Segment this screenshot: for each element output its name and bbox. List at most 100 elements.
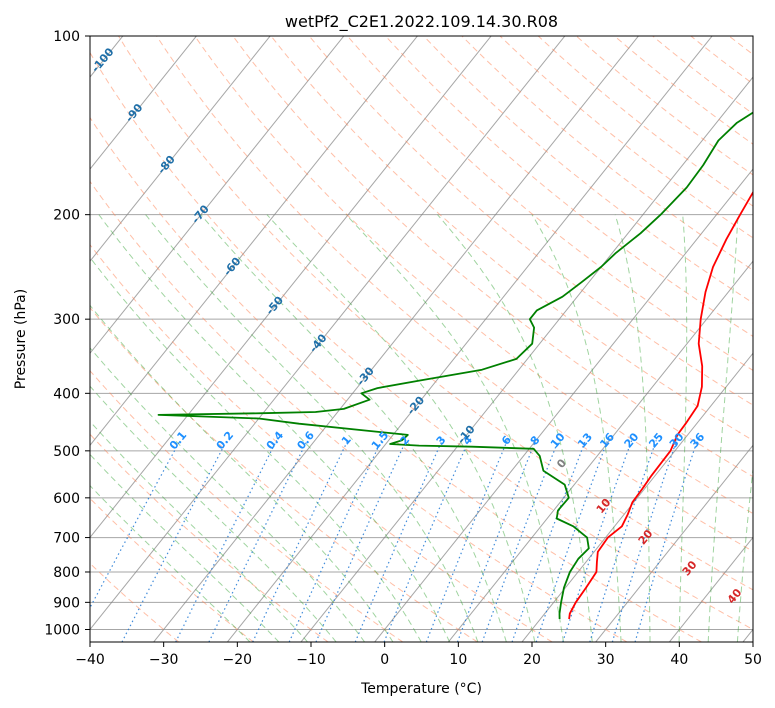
isotherm-line: [90, 36, 492, 539]
isotherm-line: [521, 352, 753, 642]
x-tick-label: 40: [670, 652, 688, 668]
x-tick-label: 10: [449, 652, 467, 668]
dry-adiabat-line: [750, 23, 775, 642]
isotherm-line: [226, 36, 713, 642]
x-tick-label: 50: [744, 652, 762, 668]
moist-adiabat-line: [736, 464, 753, 642]
mixing-ratio-label: 10: [548, 430, 568, 450]
dry-adiabat-line: [423, 36, 753, 304]
isotherm-line: [90, 36, 419, 447]
moist-adiabat-line: [98, 214, 451, 642]
dry-adiabat-line: [90, 433, 329, 642]
dry-adiabat-line: [90, 306, 478, 642]
background-lines: [0, 23, 775, 642]
y-axis-title: Pressure (hPa): [13, 289, 29, 389]
mixing-ratio-label: 30: [667, 430, 687, 450]
moist-adiabat-line: [678, 214, 688, 642]
y-tick-label: 200: [53, 208, 80, 224]
moist-adiabat-line: [200, 214, 507, 642]
isotherm-line: [300, 76, 753, 642]
mixing-ratio-line: [315, 440, 407, 642]
mixing-ratio-label: 0.4: [264, 429, 287, 453]
mixing-ratio-label: 36: [688, 430, 708, 450]
chart-title: wetPf2_C2E1.2022.109.14.30.R08: [285, 12, 558, 32]
x-tick-label: 30: [597, 652, 615, 668]
isotherm-line: [374, 168, 753, 642]
y-tick-label: 1000: [44, 623, 80, 639]
temperature-profile: [568, 190, 753, 620]
dry-adiabat-line: [690, 36, 753, 85]
moist-adiabat-line: [707, 214, 739, 642]
dry-adiabat-label: -50: [263, 294, 286, 318]
dry-adiabat-label: -30: [354, 364, 377, 388]
isotherm-line: [90, 36, 345, 355]
x-axis-title: Temperature (°C): [360, 681, 482, 697]
y-tick-label: 500: [53, 444, 80, 460]
dry-adiabat-line: [651, 36, 753, 115]
mixing-ratio-label: 1: [339, 433, 354, 447]
dry-adiabat-label: -20: [404, 394, 427, 418]
moist-adiabat-label: 20: [636, 527, 656, 547]
y-tick-label: 300: [53, 312, 80, 328]
y-tick-label: 700: [53, 531, 80, 547]
profile-lines: [157, 111, 753, 620]
y-tick-label: 400: [53, 386, 80, 402]
moist-adiabat-line: [90, 304, 394, 642]
plot-frame: [89, 35, 754, 643]
moist-adiabat-line: [90, 484, 251, 642]
mixing-ratio-line: [481, 440, 559, 642]
moist-adiabat-line: [90, 453, 280, 642]
mixing-ratio-line: [634, 440, 698, 642]
moist-adiabat-line: [531, 214, 622, 642]
mixing-ratio-label: 0.6: [295, 429, 318, 453]
x-axis: −40 −30 −20 −10 0 10 20 30 40 50: [75, 642, 762, 668]
dry-adiabat-line: [90, 370, 404, 642]
moist-adiabat-line: [614, 214, 651, 642]
dry-adiabat-line: [194, 36, 753, 515]
dry-adiabat-line: [308, 36, 753, 406]
isotherm-line: [153, 36, 640, 642]
dry-adiabat-line: [117, 36, 753, 591]
isotherm-line: [668, 536, 753, 642]
dry-adiabat-line: [232, 36, 753, 478]
dry-adiabat-label: -100: [89, 45, 117, 75]
mixing-ratio-line: [511, 440, 587, 642]
y-tick-label: 100: [53, 29, 80, 45]
dry-adiabat-line: [90, 116, 702, 642]
mixing-ratio-line: [121, 440, 228, 642]
y-tick-label: 600: [53, 491, 80, 507]
x-tick-label: −30: [149, 652, 179, 668]
dry-adiabat-line: [90, 562, 180, 642]
mixing-ratio-line: [425, 440, 508, 642]
moist-adiabat-line: [345, 214, 564, 642]
mixing-ratio-line: [175, 440, 278, 642]
dry-adiabat-label: -70: [189, 202, 212, 226]
y-axis: 100 200 300 400 500 600 700 800 900 1000: [44, 29, 90, 639]
x-tick-label: 0: [380, 652, 389, 668]
isotherm-line: [0, 23, 60, 642]
mixing-ratio-line: [589, 440, 657, 642]
mixing-ratio-line: [535, 440, 609, 642]
x-tick-label: −20: [223, 652, 253, 668]
dry-adiabat-line: [461, 36, 753, 271]
moist-adiabat-line: [90, 347, 366, 642]
dry-adiabat-line: [384, 36, 753, 337]
isotherm-line: [595, 444, 753, 642]
dry-adiabat-label: -10: [455, 423, 478, 447]
dry-adiabat-label: -80: [155, 153, 178, 177]
isotherm-line: [447, 260, 753, 642]
dry-adiabat-line: [537, 36, 753, 207]
dewpoint-profile: [157, 111, 753, 620]
mixing-ratio-line: [208, 440, 308, 642]
dry-adiabat-line: [90, 243, 553, 642]
moist-adiabat-line: [90, 385, 337, 642]
dry-adiabat-label: -90: [123, 101, 146, 125]
moist-adiabat-line: [90, 420, 309, 642]
isotherm-line: [90, 36, 271, 262]
mixing-ratio-line: [252, 440, 349, 642]
x-tick-label: −10: [296, 652, 326, 668]
dry-adiabat-line: [156, 36, 753, 552]
mixing-ratio-label: 16: [597, 430, 617, 450]
mixing-ratio-label: 0.1: [167, 429, 189, 452]
